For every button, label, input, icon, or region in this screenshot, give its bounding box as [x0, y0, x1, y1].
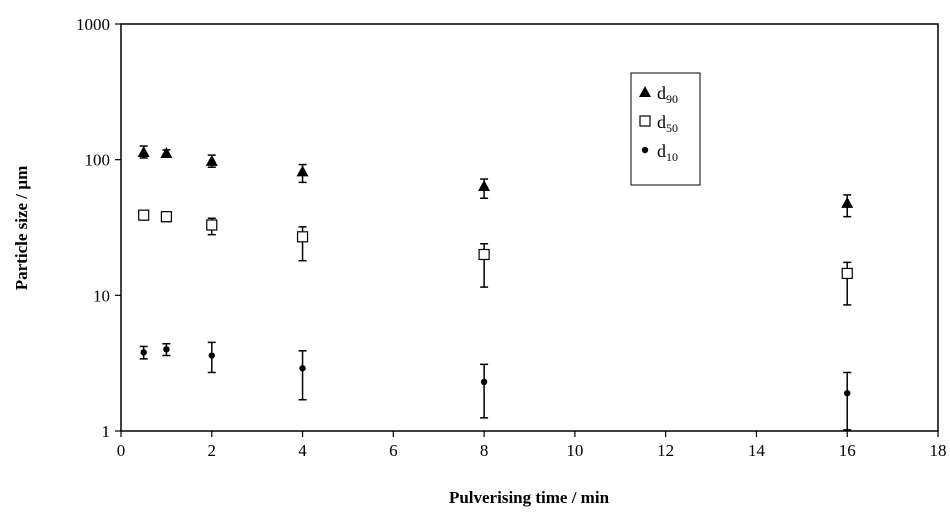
- data-point-d10: [844, 389, 851, 397]
- data-point-d10: [208, 352, 215, 359]
- data-point-d90: [137, 145, 150, 157]
- data-marks: [137, 145, 854, 431]
- x-tick-label: 16: [839, 441, 856, 460]
- data-point-d50: [296, 231, 309, 243]
- series-d10: [139, 341, 852, 431]
- x-tick-label: 6: [389, 441, 398, 460]
- x-tick-label: 8: [480, 441, 489, 460]
- data-point-d50: [841, 267, 853, 280]
- x-axis-title: Pulverising time / min: [449, 488, 610, 507]
- legend-label-d90: d90: [657, 83, 678, 106]
- legend-marker-d90: [639, 86, 651, 97]
- y-axis-title: Particle size / µm: [12, 166, 31, 291]
- data-point-d90: [296, 165, 309, 177]
- y-tick-label: 100: [85, 151, 111, 170]
- y-axis-ticks: 1 10 100 1000: [76, 15, 121, 441]
- y-tick-label: 1000: [76, 15, 110, 34]
- data-point-d50: [206, 219, 218, 231]
- data-point-d50: [478, 248, 490, 261]
- data-point-d90: [841, 196, 854, 208]
- x-tick-label: 0: [117, 441, 126, 460]
- legend-label-d10: d10: [657, 141, 678, 164]
- y-tick-label: 10: [93, 286, 110, 305]
- y-tick-label: 1: [102, 422, 111, 441]
- data-point-d10: [480, 378, 488, 386]
- data-point-d10: [163, 346, 170, 353]
- data-point-d90: [160, 146, 173, 158]
- data-point-d10: [299, 365, 306, 372]
- x-tick-label: 18: [930, 441, 947, 460]
- data-point-d50: [138, 209, 150, 221]
- legend-marker-d10: [641, 146, 649, 154]
- plot-area: [120, 23, 939, 432]
- x-tick-label: 2: [208, 441, 217, 460]
- data-point-d50: [160, 211, 172, 223]
- legend: d90 d50 d10: [630, 72, 701, 186]
- legend-marker-d50: [639, 115, 651, 127]
- series-d50: [138, 209, 853, 306]
- x-tick-label: 10: [566, 441, 583, 460]
- x-tick-label: 4: [298, 441, 307, 460]
- series-d90: [137, 145, 854, 218]
- x-axis-ticks: 0 2 4 6 8 10 12 14 16 18: [117, 431, 947, 460]
- x-tick-label: 14: [748, 441, 766, 460]
- data-point-d90: [205, 154, 218, 166]
- legend-label-d50: d50: [657, 112, 678, 135]
- x-tick-label: 12: [657, 441, 674, 460]
- data-point-d10: [140, 349, 147, 356]
- data-point-d90: [478, 179, 491, 191]
